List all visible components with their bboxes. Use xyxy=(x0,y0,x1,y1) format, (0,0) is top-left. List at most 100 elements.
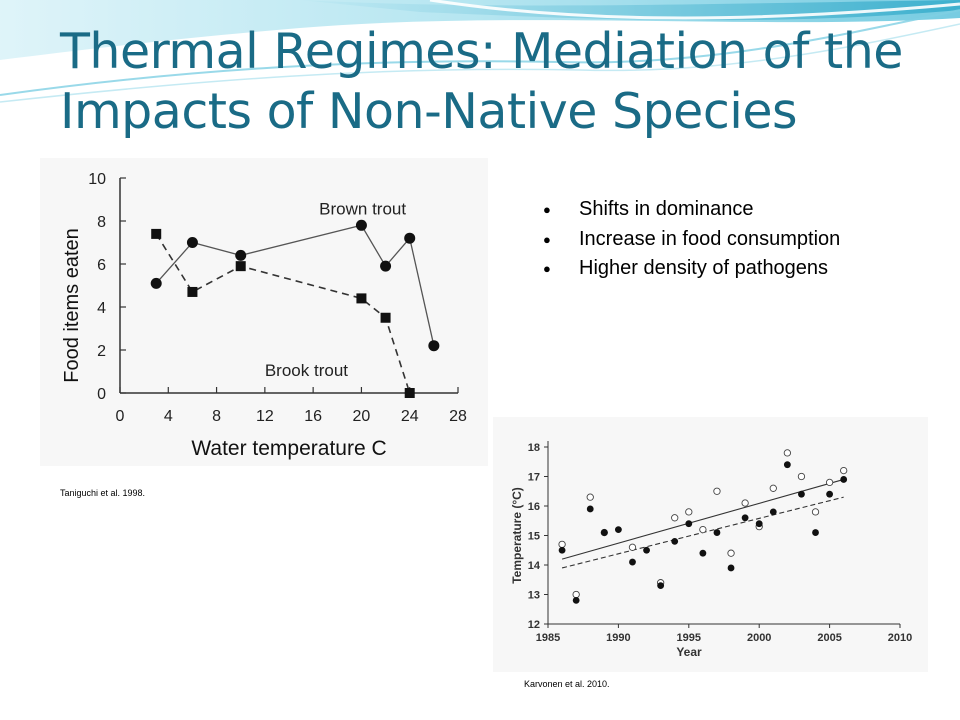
bullet-item: ● Increase in food consumption xyxy=(543,225,840,255)
brook-trout-point xyxy=(187,286,198,297)
open-circle-point xyxy=(797,472,806,481)
x-tick-label: 1990 xyxy=(606,632,630,644)
open-circle-point xyxy=(558,540,566,549)
title-line-2: Impacts of Non-Native Species xyxy=(60,83,798,140)
filled-circle-point xyxy=(713,529,721,536)
filled-circle-point xyxy=(643,546,650,554)
bullet-dot-icon: ● xyxy=(543,231,551,247)
open-circle-point xyxy=(840,466,848,475)
y-tick-label: 18 xyxy=(528,442,540,454)
brook-trout-point xyxy=(235,261,246,272)
bullet-text: Higher density of pathogens xyxy=(579,257,829,279)
x-tick-label: 1995 xyxy=(677,632,701,644)
legend-label-brown-trout: Brown trout xyxy=(319,200,406,219)
brook-trout-point xyxy=(404,388,415,398)
x-tick-label: 2010 xyxy=(888,632,912,644)
x-tick-label: 12 xyxy=(256,408,274,425)
open-circle-point xyxy=(628,543,637,551)
filled-circle-point xyxy=(629,558,636,566)
y-tick-label: 15 xyxy=(528,531,540,543)
filled-circle-point xyxy=(741,514,749,522)
y-axis-label: Temperature (°C) xyxy=(510,487,524,584)
open-circle-point xyxy=(586,493,594,501)
filled-circle-point xyxy=(769,508,777,516)
open-circle-point xyxy=(811,508,820,516)
temperature-trend-chart: 12 13 14 15 16 17 18 1985 1990 1995 2000 2005 2010 Ye… xyxy=(493,417,928,672)
brown-trout-point xyxy=(428,340,440,352)
y-tick-label: 10 xyxy=(88,171,106,188)
filled-circle-point xyxy=(783,461,791,469)
filled-circle-point xyxy=(798,490,805,498)
x-tick-label: 1985 xyxy=(536,632,560,644)
citation-karvonen: Karvonen et al. 2010. xyxy=(524,679,610,689)
x-tick-label: 0 xyxy=(116,408,125,425)
brown-trout-point xyxy=(186,237,198,248)
y-tick-label: 14 xyxy=(528,560,541,572)
filled-circle-point xyxy=(586,505,594,513)
brook-trout-point xyxy=(151,228,162,239)
filled-circle-point xyxy=(840,476,848,483)
open-circle-point xyxy=(671,514,679,522)
brown-trout-point xyxy=(150,277,162,289)
filled-circle-point xyxy=(657,582,665,590)
x-tick-label: 24 xyxy=(401,408,419,425)
filled-circle-point xyxy=(755,520,763,528)
bullet-dot-icon: ● xyxy=(543,202,551,217)
filled-circle-point xyxy=(685,520,693,528)
brook-trout-point xyxy=(356,293,367,304)
open-circle-point xyxy=(572,590,580,599)
open-circle-point xyxy=(685,508,693,516)
filled-circle-point xyxy=(826,490,833,498)
filled-circle-point xyxy=(699,549,707,557)
x-axis-label: Year xyxy=(676,645,702,659)
filled-circle-point xyxy=(572,597,580,604)
x-tick-label: 20 xyxy=(353,408,371,425)
open-circle-point xyxy=(727,549,735,557)
y-axis-label: Food items eaten xyxy=(61,228,83,383)
x-tick-label: 2000 xyxy=(747,632,771,644)
open-circle-point xyxy=(741,499,749,507)
filled-circle-point xyxy=(812,529,819,536)
filled-circle-point xyxy=(727,564,735,572)
y-tick-label: 17 xyxy=(528,472,540,484)
bullet-dot-icon: ● xyxy=(543,261,551,276)
open-circle-point xyxy=(699,525,707,534)
open-circle-point xyxy=(825,478,834,487)
y-tick-label: 12 xyxy=(528,619,540,631)
bullet-text: Increase in food consumption xyxy=(579,227,841,250)
open-circle-point xyxy=(769,484,777,492)
y-tick-label: 4 xyxy=(97,300,106,317)
filled-circle-point xyxy=(615,526,622,533)
open-circle-point xyxy=(713,487,721,495)
x-tick-label: 8 xyxy=(212,408,221,425)
y-tick-label: 8 xyxy=(97,214,106,231)
open-circle-point xyxy=(783,449,792,457)
y-tick-label: 0 xyxy=(97,386,106,403)
decorative-wave-banner xyxy=(0,0,960,103)
x-tick-label: 4 xyxy=(164,408,173,425)
y-tick-label: 13 xyxy=(528,590,540,602)
series-line-brook-trout xyxy=(155,233,411,394)
brown-trout-point xyxy=(355,219,367,231)
y-tick-label: 16 xyxy=(528,501,540,513)
x-tick-label: 28 xyxy=(449,408,467,425)
citation-taniguchi: Taniguchi et al. 1998. xyxy=(60,488,146,498)
legend-label-brook-trout: Brook trout xyxy=(265,361,348,380)
slide-title: Thermal Regimes: Mediation of the Impact… xyxy=(60,22,940,142)
x-axis-label: Water temperature C xyxy=(191,437,386,460)
brown-trout-point xyxy=(404,232,416,244)
x-tick-label: 2005 xyxy=(817,632,841,644)
y-tick-label: 6 xyxy=(97,257,106,274)
trend-line-solid xyxy=(561,478,844,560)
filled-circle-point xyxy=(558,546,566,554)
bullet-item: ● Higher density of pathogens xyxy=(543,254,840,284)
filled-circle-point xyxy=(671,538,679,545)
x-tick-label: 16 xyxy=(304,408,322,425)
bullet-list: ● Shifts in dominance ● Increase in food c… xyxy=(543,195,840,284)
brown-trout-point xyxy=(380,260,392,272)
filled-circle-point xyxy=(600,529,608,536)
y-tick-label: 2 xyxy=(97,343,106,360)
brook-trout-point xyxy=(380,312,391,323)
title-line-1: Thermal Regimes: Mediation of the xyxy=(60,23,903,80)
